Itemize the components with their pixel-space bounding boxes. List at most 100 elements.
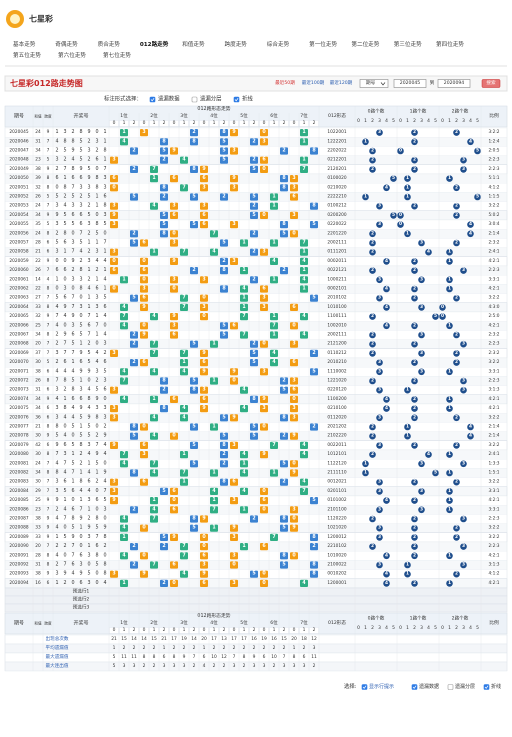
count-hit bbox=[460, 515, 467, 523]
count-hit bbox=[446, 368, 453, 376]
search-button[interactable] bbox=[481, 79, 501, 88]
option-checkbox[interactable] bbox=[149, 96, 156, 103]
ratio: 3:2:2 bbox=[488, 414, 499, 420]
option-checkbox[interactable] bbox=[191, 96, 198, 103]
footer-checkbox[interactable] bbox=[483, 684, 490, 690]
option-label[interactable]: 遗漏数据 bbox=[158, 95, 180, 103]
route-hit-digit: 6 bbox=[142, 442, 146, 448]
count-hit-value: 2 bbox=[455, 295, 458, 301]
nav-link[interactable]: 第三位走势 bbox=[394, 40, 422, 48]
count-hit-value: 2 bbox=[455, 442, 458, 448]
col-route: 1 bbox=[153, 627, 156, 633]
col-route: 2 bbox=[193, 120, 196, 126]
footer-option[interactable]: 遗漏数据 bbox=[419, 683, 439, 690]
route-hit bbox=[240, 239, 248, 247]
route-hit bbox=[190, 193, 198, 201]
number-digit: 2 bbox=[55, 562, 58, 568]
number-digit: 9 bbox=[71, 534, 74, 540]
pattern: 0010202 bbox=[327, 571, 346, 577]
route-hit-digit: 7 bbox=[122, 313, 125, 319]
route-hit bbox=[150, 561, 158, 569]
nav-link[interactable]: 基本走势 bbox=[13, 40, 36, 48]
footer-option[interactable]: 折线 bbox=[491, 683, 501, 690]
stats-value: 3 bbox=[263, 663, 266, 669]
footer-option[interactable]: 显示行提示 bbox=[369, 683, 394, 690]
ratio: 2:2:3 bbox=[488, 157, 499, 163]
nav-link[interactable]: 第二位走势 bbox=[351, 40, 379, 48]
nav-link[interactable]: 跨度走势 bbox=[225, 40, 248, 48]
nav-link[interactable]: 第六位走势 bbox=[58, 51, 86, 59]
range-link[interactable]: 最近120期 bbox=[330, 79, 353, 86]
route-hit-digit: 3 bbox=[172, 203, 175, 209]
route-hit-digit: 1 bbox=[212, 424, 215, 430]
preselect-label[interactable]: 预选行3 bbox=[73, 604, 90, 611]
count-hit-value: 0 bbox=[399, 212, 402, 218]
option-checkbox[interactable] bbox=[233, 96, 240, 103]
count-hit bbox=[446, 322, 453, 330]
nav-link[interactable]: 第七位走势 bbox=[103, 51, 131, 59]
footer-option[interactable]: 遗漏分层 bbox=[455, 683, 475, 690]
sum: 24 bbox=[35, 203, 41, 209]
route-hit-digit: 5 bbox=[252, 194, 255, 200]
option-label[interactable]: 折线 bbox=[242, 95, 253, 103]
option-checkbox-tick bbox=[150, 97, 155, 102]
col-route: 1 bbox=[273, 120, 276, 126]
route-hit-digit: 9 bbox=[262, 451, 266, 457]
route-hit bbox=[180, 248, 188, 256]
route-hit-digit: 1 bbox=[302, 129, 305, 135]
route-hit-digit: 1 bbox=[272, 470, 275, 476]
range-link[interactable]: 最近50期 bbox=[275, 79, 295, 86]
count-hit-value: 0 bbox=[399, 148, 402, 154]
col-issue: 期号 bbox=[14, 114, 24, 120]
option-label[interactable]: 遗漏分层 bbox=[200, 95, 222, 103]
search-button-text[interactable]: 搜索 bbox=[486, 79, 496, 86]
number-digit: 2 bbox=[79, 258, 82, 264]
from-input[interactable] bbox=[393, 79, 427, 88]
nav-link[interactable]: 综合走势 bbox=[267, 40, 290, 48]
route-hit bbox=[290, 211, 298, 219]
nav-link[interactable]: 奇偶走势 bbox=[55, 40, 78, 48]
route-hit bbox=[110, 405, 118, 413]
issue-select-text[interactable]: 期号 bbox=[366, 80, 376, 86]
route-hit bbox=[290, 515, 298, 523]
number-digit: 5 bbox=[87, 350, 90, 356]
nav-link[interactable]: 第四位走势 bbox=[436, 40, 464, 48]
col-route: 1 bbox=[183, 120, 186, 126]
route-hit bbox=[300, 487, 308, 495]
nav-link[interactable]: 和值走势 bbox=[182, 40, 205, 48]
stats-value: 19 bbox=[181, 636, 187, 642]
route-hit-digit: 3 bbox=[172, 276, 175, 282]
issue-select[interactable] bbox=[359, 79, 389, 88]
footer-checkbox[interactable] bbox=[361, 684, 368, 690]
preselect-label[interactable]: 预选行1 bbox=[73, 588, 90, 595]
sum: 30 bbox=[35, 359, 41, 365]
count-hit-value: 2 bbox=[413, 378, 416, 384]
span: 7 bbox=[47, 138, 50, 144]
footer-checkbox[interactable] bbox=[411, 684, 418, 690]
route-hit bbox=[150, 165, 158, 173]
footer-checkbox[interactable] bbox=[447, 684, 454, 690]
route-hit-digit: 3 bbox=[142, 451, 145, 457]
to-input-text[interactable]: 2020094 bbox=[444, 80, 465, 86]
sum: 28 bbox=[35, 552, 41, 558]
stats-value: 3 bbox=[123, 663, 126, 669]
route-hit-digit: 3 bbox=[112, 221, 115, 227]
col-count-value: 3 bbox=[420, 625, 423, 631]
col-position: 1位 bbox=[120, 112, 128, 119]
nav-link[interactable]: 第五位走势 bbox=[13, 51, 41, 59]
pattern: 0210020 bbox=[327, 184, 346, 190]
number-digit: 3 bbox=[63, 286, 66, 292]
from-input-text[interactable]: 2020045 bbox=[400, 80, 421, 86]
to-input[interactable] bbox=[437, 79, 471, 88]
route-header-cell bbox=[139, 627, 149, 634]
col-count-value: 1 bbox=[406, 118, 409, 124]
nav-link[interactable]: 第一位走势 bbox=[309, 40, 337, 48]
nav-link[interactable]: 质合走势 bbox=[98, 40, 121, 48]
range-link[interactable]: 最近100期 bbox=[302, 79, 325, 86]
route-hit bbox=[270, 257, 278, 265]
pattern: 2202022 bbox=[327, 148, 346, 154]
preselect-label[interactable]: 预选行2 bbox=[73, 596, 90, 603]
issue: 2020058 bbox=[9, 249, 28, 255]
nav-link[interactable]: 012路走势 bbox=[140, 40, 169, 48]
ratio: 2:2:3 bbox=[488, 341, 499, 347]
